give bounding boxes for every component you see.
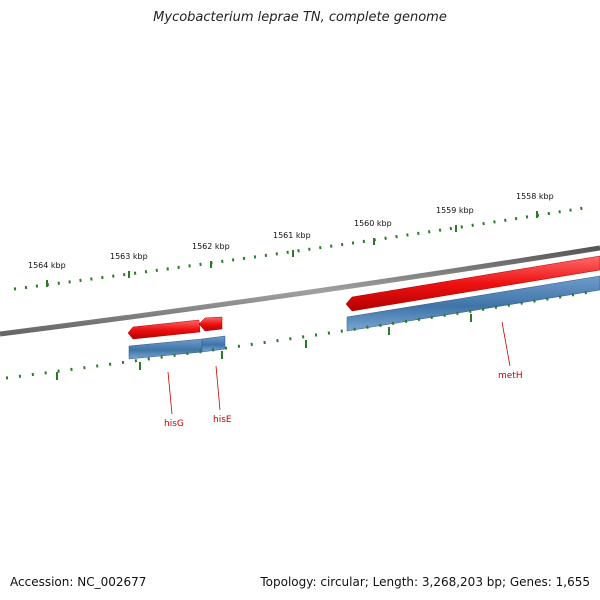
gene-arrow-hisE	[198, 316, 223, 332]
cds-bar-hisE	[201, 335, 226, 353]
gene-label-leaders	[167, 321, 511, 415]
genome-title: Mycobacterium leprae TN, complete genome	[153, 10, 447, 25]
gene-labels: hisG hisE metH	[164, 371, 523, 429]
ruler-label: 1563 kbp	[110, 252, 148, 261]
ruler-label: 1561 kbp	[273, 231, 311, 240]
gene-arrow-hisG	[127, 319, 201, 340]
ruler-label: 1559 kbp	[436, 206, 474, 215]
ruler-labels: 1564 kbp 1563 kbp 1562 kbp 1561 kbp 1560…	[28, 192, 554, 270]
gene-label-hisG: hisG	[164, 419, 184, 429]
gene-arrow-metH	[345, 255, 600, 312]
cds-track	[128, 275, 600, 360]
ruler-label: 1560 kbp	[354, 219, 392, 228]
ruler-label: 1562 kbp	[192, 242, 230, 251]
leader-metH	[501, 321, 511, 367]
outer-ruler	[13, 205, 591, 291]
forward-strand-track	[127, 255, 600, 340]
inner-ruler	[5, 290, 591, 380]
inner-ruler-track	[5, 290, 591, 380]
accession-label: Accession: NC_002677	[10, 575, 147, 589]
leader-hisG	[167, 371, 173, 415]
genome-summary: Topology: circular; Length: 3,268,203 bp…	[260, 575, 590, 589]
leader-hisE	[215, 365, 221, 411]
ruler-label: 1564 kbp	[28, 261, 66, 270]
cds-bar-metH	[346, 275, 600, 332]
cds-bar-hisG	[128, 338, 203, 360]
gene-label-metH: metH	[498, 371, 523, 381]
gene-label-hisE: hisE	[213, 415, 232, 425]
genome-backbone	[0, 245, 600, 337]
ruler-label: 1558 kbp	[516, 192, 554, 201]
